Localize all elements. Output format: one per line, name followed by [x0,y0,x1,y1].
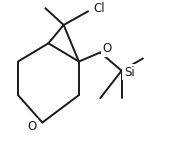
Text: Cl: Cl [93,2,105,15]
Text: O: O [28,120,37,133]
Text: Si: Si [124,66,135,79]
Text: O: O [103,42,112,55]
